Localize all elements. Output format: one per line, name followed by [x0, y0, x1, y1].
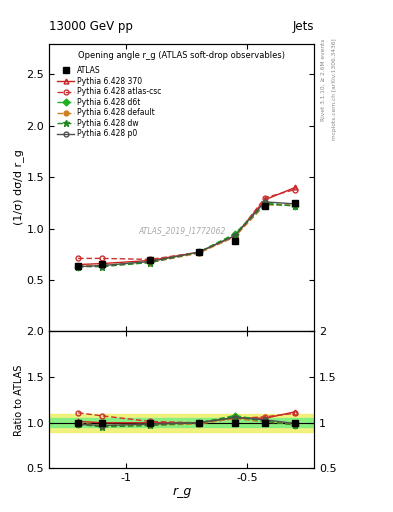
- Text: Rivet 3.1.10, ≥ 2.6M events: Rivet 3.1.10, ≥ 2.6M events: [320, 38, 325, 121]
- Text: ATLAS_2019_I1772062: ATLAS_2019_I1772062: [138, 226, 226, 235]
- Y-axis label: (1/σ) dσ/d r_g: (1/σ) dσ/d r_g: [13, 150, 24, 225]
- Text: Opening angle r_g (ATLAS soft-drop observables): Opening angle r_g (ATLAS soft-drop obser…: [78, 51, 285, 60]
- Text: Jets: Jets: [293, 20, 314, 33]
- Bar: [49, 418, 314, 428]
- Y-axis label: Ratio to ATLAS: Ratio to ATLAS: [14, 364, 24, 436]
- Text: 13000 GeV pp: 13000 GeV pp: [49, 20, 133, 33]
- Text: mcplots.cern.ch [arXiv:1306.3436]: mcplots.cern.ch [arXiv:1306.3436]: [332, 38, 337, 140]
- Bar: [49, 414, 314, 432]
- X-axis label: r_g: r_g: [172, 485, 191, 498]
- Legend: ATLAS, Pythia 6.428 370, Pythia 6.428 atlas-csc, Pythia 6.428 d6t, Pythia 6.428 : ATLAS, Pythia 6.428 370, Pythia 6.428 at…: [55, 65, 163, 140]
